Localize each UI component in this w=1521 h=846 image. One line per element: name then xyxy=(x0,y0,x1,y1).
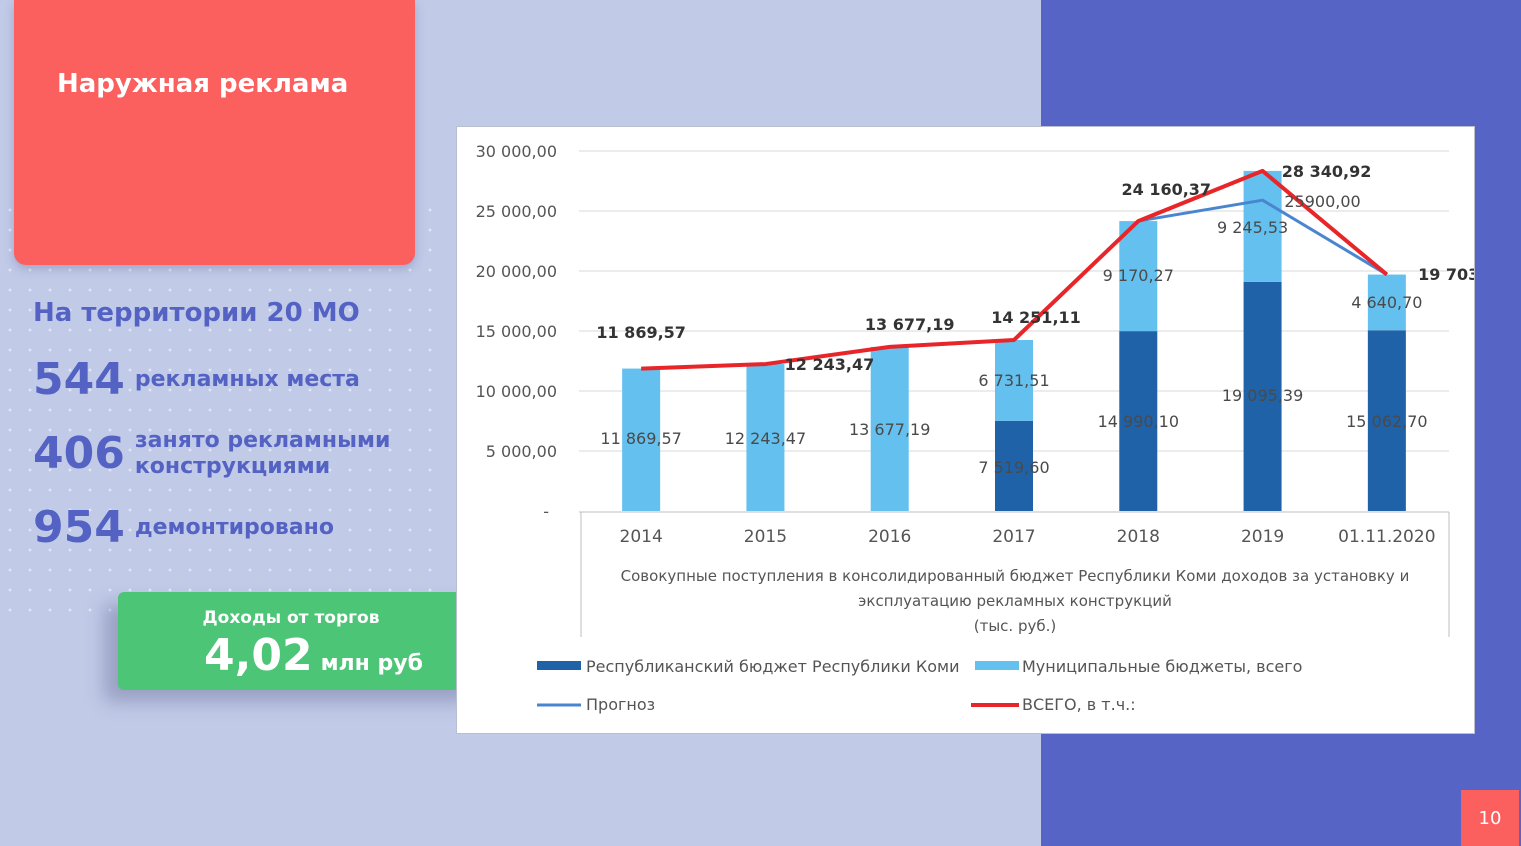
x-tick-label: 2019 xyxy=(1241,527,1284,547)
label-total: 19 703,40 xyxy=(1418,265,1474,284)
y-tick-label: 30 000,00 xyxy=(476,142,557,161)
income-heading: Доходы от торгов xyxy=(202,608,380,628)
legend-label-municipal: Муниципальные бюджеты, всего xyxy=(1022,657,1302,676)
label-total: 24 160,37 xyxy=(1121,180,1211,199)
y-tick-label: 5 000,00 xyxy=(486,442,557,461)
label-forecast: 25900,00 xyxy=(1284,192,1360,211)
x-tick-label: 2018 xyxy=(1117,527,1160,547)
chart-caption: Совокупные поступления в консолидированн… xyxy=(621,567,1410,585)
slide-title: Наружная реклама xyxy=(57,69,349,99)
legend-label-total: ВСЕГО, в т.ч.: xyxy=(1022,695,1136,714)
legend-swatch-municipal xyxy=(975,661,1019,670)
territory-heading: На территории 20 МО xyxy=(33,298,360,328)
label-municipal: 9 170,27 xyxy=(1103,266,1174,285)
stat-ad-places: 544 рекламных места xyxy=(33,356,360,404)
label-republic: 14 990,10 xyxy=(1098,412,1179,431)
bar-republic xyxy=(1119,331,1158,511)
y-tick-label: 20 000,00 xyxy=(476,262,557,281)
y-tick-label: 15 000,00 xyxy=(476,322,557,341)
stat-number: 544 xyxy=(33,354,125,405)
budget-chart: - 5 000,00 10 000,00 15 000,00 20 000,00 25 0… xyxy=(476,142,1474,714)
label-republic: 19 095,39 xyxy=(1222,386,1303,405)
label-republic: 15 062,70 xyxy=(1346,412,1427,431)
stat-occupied: 406 занято рекламными конструкциями xyxy=(33,428,415,480)
bar-republic xyxy=(1367,330,1406,511)
label-republic: 7 519,60 xyxy=(978,458,1049,477)
bar-municipal xyxy=(622,368,661,511)
label-total: 28 340,92 xyxy=(1282,162,1372,181)
label-municipal: 4 640,70 xyxy=(1351,293,1422,312)
chart-caption: (тыс. руб.) xyxy=(974,617,1057,635)
y-tick-label: 25 000,00 xyxy=(476,202,557,221)
stat-number: 954 xyxy=(33,502,125,553)
label-total: 14 251,11 xyxy=(991,308,1081,327)
chart-panel: - 5 000,00 10 000,00 15 000,00 20 000,00 25 0… xyxy=(456,126,1475,734)
title-card: Наружная реклама xyxy=(14,0,415,265)
stat-dismantled: 954 демонтировано xyxy=(33,504,334,552)
stat-number: 406 xyxy=(33,428,125,479)
label-municipal: 6 731,51 xyxy=(978,371,1049,390)
x-tick-label: 2016 xyxy=(868,527,911,547)
legend-label-forecast: Прогноз xyxy=(586,695,655,714)
bar-republic xyxy=(995,420,1033,511)
x-tick-label: 2015 xyxy=(744,527,787,547)
legend-swatch-republic xyxy=(537,661,581,670)
label-municipal: 11 869,57 xyxy=(600,429,681,448)
legend-label-republic: Республиканский бюджет Республики Коми xyxy=(586,657,960,676)
income-unit: млн руб xyxy=(320,651,423,676)
y-tick-label: - xyxy=(543,502,549,521)
stat-label: рекламных места xyxy=(134,367,360,392)
label-total: 13 677,19 xyxy=(865,315,955,334)
bar-municipal xyxy=(1367,274,1406,331)
label-municipal: 13 677,19 xyxy=(849,420,930,439)
bar-municipal xyxy=(870,346,909,511)
label-total: 11 869,57 xyxy=(596,323,686,342)
x-tick-label: 2014 xyxy=(620,527,663,547)
dot-pattern xyxy=(0,200,440,620)
bar-municipal xyxy=(995,339,1033,421)
label-municipal: 9 245,53 xyxy=(1217,218,1288,237)
y-tick-label: 10 000,00 xyxy=(476,382,557,401)
total-line xyxy=(641,168,1389,371)
bar-municipal xyxy=(746,364,785,511)
stat-label: демонтировано xyxy=(134,515,334,540)
stat-label: занято рекламными конструкциями xyxy=(134,428,391,479)
bar-municipal xyxy=(1243,170,1282,282)
page-number: 10 xyxy=(1461,790,1519,846)
forecast-line xyxy=(1138,198,1388,276)
label-total: 12 243,47 xyxy=(785,355,875,374)
chart-caption: эксплуатацию рекламных конструкций xyxy=(858,592,1172,610)
income-amount: 4,02 xyxy=(204,630,313,681)
bar-republic xyxy=(1243,281,1282,511)
label-municipal: 12 243,47 xyxy=(725,429,806,448)
income-card: Доходы от торгов 4,02 млн руб xyxy=(118,592,484,690)
bar-municipal xyxy=(1119,221,1158,332)
x-tick-label: 01.11.2020 xyxy=(1338,527,1435,547)
x-tick-label: 2017 xyxy=(992,527,1035,547)
income-value: 4,02 млн руб xyxy=(204,630,423,681)
